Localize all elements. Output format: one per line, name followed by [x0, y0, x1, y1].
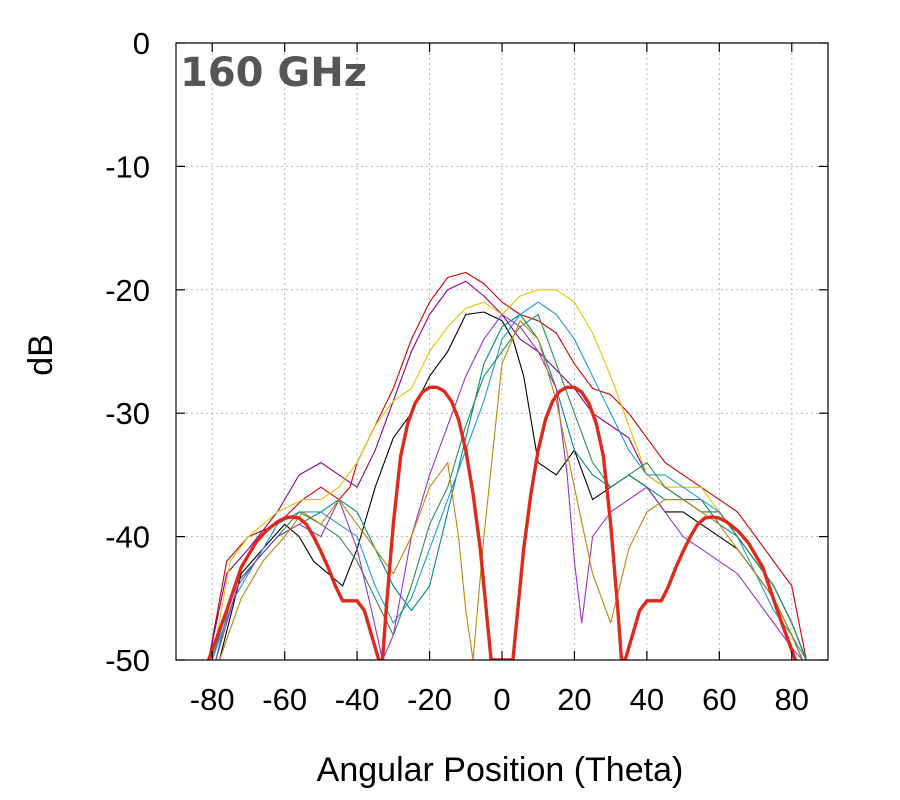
series-line-3	[211, 289, 807, 660]
series-line-7	[215, 313, 807, 660]
x-tick-label: 60	[702, 682, 736, 717]
y-tick-label: -50	[105, 643, 150, 678]
x-tick-label: -80	[190, 682, 235, 717]
series-line-8	[215, 313, 804, 660]
series-line-5	[211, 313, 807, 660]
y-axis-title: dB	[22, 334, 60, 376]
y-tick-label: -10	[105, 149, 150, 184]
x-tick-label: -20	[407, 682, 452, 717]
x-tick-label: -40	[335, 682, 380, 717]
series-line-2	[208, 280, 807, 660]
tick-labels: -80 -60 -40 -20 0 20 40 60 80 0 -10 -20 -30 -40 -50	[105, 26, 809, 717]
y-tick-label: -40	[105, 520, 150, 555]
x-tick-label: -60	[262, 682, 307, 717]
x-tick-label: 80	[775, 682, 809, 717]
y-tick-label: 0	[133, 26, 150, 61]
panel-annotation: 160 GHz	[180, 50, 367, 96]
axis-ticks	[176, 42, 828, 661]
y-tick-label: -30	[105, 396, 150, 431]
series-line-4	[218, 311, 804, 660]
series-line-6	[211, 301, 807, 660]
series-lines	[207, 271, 807, 660]
x-tick-label: 0	[493, 682, 510, 717]
series-line-model	[207, 385, 797, 660]
x-tick-label: 40	[630, 682, 664, 717]
series-line-9	[218, 320, 804, 660]
x-axis-title: Angular Position (Theta)	[317, 751, 684, 789]
y-tick-label: -20	[105, 273, 150, 308]
x-tick-label: 20	[557, 682, 591, 717]
